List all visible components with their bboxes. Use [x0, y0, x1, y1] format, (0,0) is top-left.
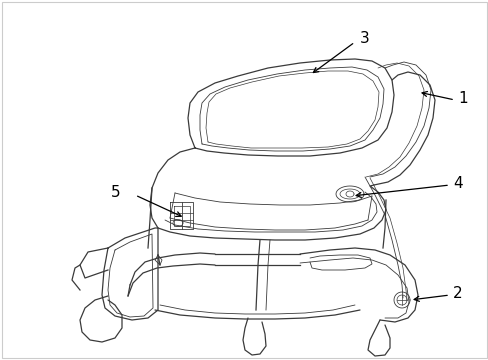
Text: 2: 2 — [452, 285, 462, 301]
Text: 4: 4 — [452, 176, 462, 190]
Text: 3: 3 — [359, 31, 369, 45]
Text: 5: 5 — [110, 185, 120, 199]
Text: 1: 1 — [457, 90, 467, 105]
